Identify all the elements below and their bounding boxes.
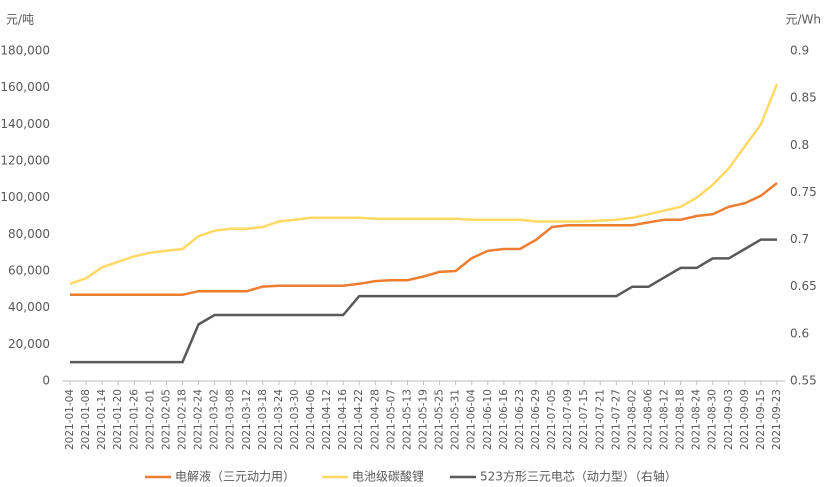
y-tick-label: 40,000 [8,300,50,314]
x-tick-label: 2021-07-21 [594,389,606,450]
y2-tick-label: 0.65 [790,279,817,293]
y-tick-label: 60,000 [8,264,50,278]
y-tick-label: 80,000 [8,227,50,241]
x-tick-label: 2021-08-18 [675,389,687,450]
y-tick-label: 20,000 [8,337,50,351]
x-tick-label: 2021-08-06 [642,389,654,450]
y2-tick-label: 0.8 [790,138,809,152]
x-tick-label: 2021-04-16 [337,389,349,450]
y2-tick-label: 0.7 [790,232,809,246]
x-tick-label: 2021-02-24 [193,389,205,450]
x-tick-label: 2021-09-09 [739,389,751,450]
x-tick-label: 2021-07-15 [578,389,590,450]
x-tick-label: 2021-03-08 [225,389,237,450]
x-tick-label: 2021-08-02 [626,389,638,450]
x-tick-label: 2021-03-18 [257,389,269,450]
y-tick-label: 0 [42,374,50,388]
x-tick-label: 2021-01-20 [112,389,124,450]
y2-tick-label: 0.6 [790,326,809,340]
y2-tick-label: 0.85 [790,91,817,105]
y-tick-label: 120,000 [0,154,50,168]
x-tick-label: 2021-01-26 [128,389,140,450]
y2-tick-label: 0.9 [790,44,809,58]
legend-label: 电池级碳酸锂 [352,469,424,484]
x-tick-label: 2021-02-01 [144,389,156,450]
y-tick-label: 180,000 [0,44,50,58]
y2-axis-label: 元/Wh [785,13,821,27]
x-tick-label: 2021-03-12 [241,389,253,450]
x-tick-label: 2021-08-12 [659,389,671,450]
x-tick-label: 2021-01-14 [96,389,108,450]
series-line [69,83,779,285]
x-tick-label: 2021-04-12 [321,389,333,450]
x-tick-label: 2021-06-23 [514,389,526,450]
x-tick-label: 2021-06-04 [466,389,478,450]
x-tick-label: 2021-09-23 [771,389,783,450]
series-line [70,238,777,364]
x-tick-label: 2021-08-30 [707,389,719,450]
x-tick-label: 2021-06-10 [482,389,494,450]
y-tick-label: 140,000 [0,117,50,131]
y-tick-label: 100,000 [0,190,50,204]
x-tick-label: 2021-07-09 [562,389,574,450]
x-tick-label: 2021-01-04 [64,389,76,450]
x-tick-label: 2021-09-03 [723,389,735,450]
legend-label: 523方形三元电芯（动力型）（右轴） [480,469,677,484]
x-tick-label: 2021-02-05 [160,389,172,450]
x-tick-label: 2021-05-13 [401,389,413,450]
x-tick-label: 2021-06-29 [530,389,542,450]
y-axis-label: 元/吨 [6,13,34,27]
x-tick-label: 2021-05-25 [434,389,446,450]
x-tick-label: 2021-05-31 [450,389,462,450]
y2-tick-label: 0.55 [790,374,817,388]
x-tick-label: 2021-03-02 [209,389,221,450]
legend-label: 电解液（三元动力用） [175,469,295,484]
x-tick-label: 2021-08-24 [691,389,703,450]
x-tick-label: 2021-04-28 [369,389,381,450]
x-tick-label: 2021-03-24 [273,389,285,450]
x-tick-label: 2021-07-27 [610,389,622,450]
x-tick-label: 2021-02-18 [176,389,188,450]
x-tick-label: 2021-04-06 [305,389,317,450]
x-tick-label: 2021-03-30 [289,389,301,450]
y2-tick-label: 0.75 [790,185,817,199]
x-tick-label: 2021-01-08 [80,389,92,450]
x-tick-label: 2021-07-05 [546,389,558,450]
x-tick-label: 2021-06-16 [498,389,510,450]
x-tick-label: 2021-05-07 [385,389,397,450]
x-tick-label: 2021-05-19 [418,389,430,450]
x-tick-label: 2021-04-22 [353,389,365,450]
x-tick-label: 2021-09-15 [755,389,767,450]
y-tick-label: 160,000 [0,80,50,94]
series-line [70,182,778,297]
